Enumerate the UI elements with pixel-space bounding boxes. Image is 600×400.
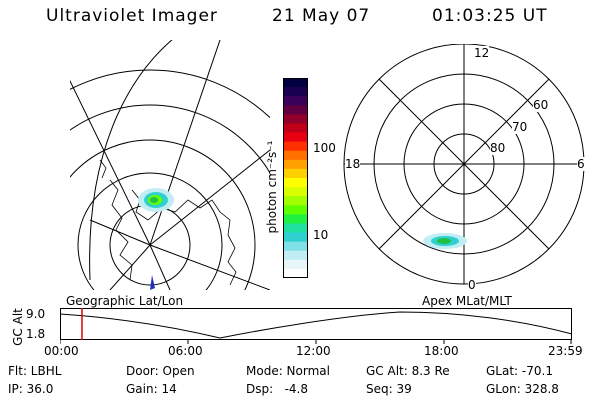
colorbar-unit-label: photon cm⁻²s⁻¹	[265, 140, 279, 234]
timeline-ytick-bottom: 1.8	[26, 327, 46, 341]
colorbar-segment	[283, 87, 308, 97]
mlat-label-60: 60	[533, 98, 549, 112]
lon-line	[149, 244, 171, 290]
mlt-label-18: 18	[345, 157, 361, 171]
colorbar-segment	[283, 96, 308, 106]
colorbar-segment	[283, 241, 308, 252]
right-panel-caption: Apex MLat/MLT	[422, 294, 512, 308]
colorbar-segment	[283, 232, 308, 243]
colorbar-segment	[283, 141, 308, 152]
timeline-xtick-0600: 06:00	[168, 344, 203, 358]
colorbar-segment	[283, 187, 308, 197]
timeline-xtick-2359: 23:59	[548, 344, 583, 358]
info-flt: Flt: LBHL	[8, 364, 62, 378]
polar-diag	[378, 78, 550, 250]
colorbar-tick-100: 100	[313, 141, 336, 155]
colorbar-segment	[283, 159, 308, 170]
geographic-map	[70, 40, 270, 290]
colorbar-segment	[283, 114, 308, 124]
timeline-axis-label: GC Alt	[11, 308, 25, 346]
mlt-label-0: 0	[468, 278, 476, 292]
colorbar-segment	[283, 268, 308, 278]
coastline	[99, 159, 237, 286]
colorbar-segment	[283, 132, 308, 143]
left-panel-caption: Geographic Lat/Lon	[66, 294, 184, 308]
mlat-label-70: 70	[512, 120, 528, 134]
colorbar-segment	[283, 150, 308, 161]
info-door: Door: Open	[126, 364, 195, 378]
timeline-xtick-0000: 00:00	[44, 344, 79, 358]
info-ip: IP: 36.0	[8, 382, 54, 396]
aurora-blob	[138, 188, 174, 212]
colorbar-segment	[283, 78, 308, 88]
timeline-frame	[60, 308, 572, 340]
info-glon: GLon: 328.8	[486, 382, 559, 396]
lon-line	[70, 79, 151, 246]
timeline-ytick-top: 9.0	[26, 307, 46, 321]
mlt-label-12: 12	[474, 46, 490, 60]
colorbar-tick-10: 10	[313, 228, 329, 242]
date-label: 21 May 07	[272, 6, 371, 26]
colorbar-segment	[283, 214, 308, 224]
info-dsp: Dsp: -4.8	[246, 382, 309, 396]
lat-circle	[70, 69, 270, 119]
colorbar-segment	[283, 205, 308, 215]
colorbar-segment	[283, 259, 308, 270]
time-label: 01:03:25 UT	[432, 6, 548, 26]
colorbar	[283, 78, 308, 278]
info-gain: Gain: 14	[126, 382, 177, 396]
lon-line	[109, 244, 151, 290]
lat-circle	[70, 139, 256, 290]
lat-circle	[77, 172, 223, 290]
mlat-label-80: 80	[490, 141, 506, 155]
mlt-label-6: 6	[577, 157, 585, 171]
colorbar-segment	[283, 196, 308, 206]
info-gcalt: GC Alt: 8.3 Re	[366, 364, 450, 378]
instrument-title: Ultraviolet Imager	[46, 6, 218, 26]
info-mode: Mode: Normal	[246, 364, 330, 378]
lon-line	[149, 244, 270, 290]
timeline-xtick-1200: 12:00	[296, 344, 331, 358]
apex-polar-plot	[343, 44, 585, 285]
info-glat: GLat: -70.1	[486, 364, 553, 378]
colorbar-segment	[283, 178, 308, 188]
marker-blue	[150, 275, 155, 290]
timeline-xtick-1800: 18:00	[424, 344, 459, 358]
lon-line	[149, 149, 270, 246]
lat-circle	[70, 104, 270, 174]
colorbar-segment	[283, 105, 308, 115]
colorbar-segment	[283, 223, 308, 234]
info-seq: Seq: 39	[366, 382, 412, 396]
map-limb-arc	[89, 40, 173, 281]
colorbar-segment	[283, 123, 308, 134]
gc-alt-curve	[60, 311, 573, 339]
lon-line	[89, 219, 151, 246]
timeline-plot	[60, 308, 573, 344]
aurora-blob-polar	[423, 233, 467, 249]
colorbar-segment	[283, 168, 308, 179]
colorbar-segment	[283, 250, 308, 261]
colorbar-frame	[283, 78, 308, 278]
